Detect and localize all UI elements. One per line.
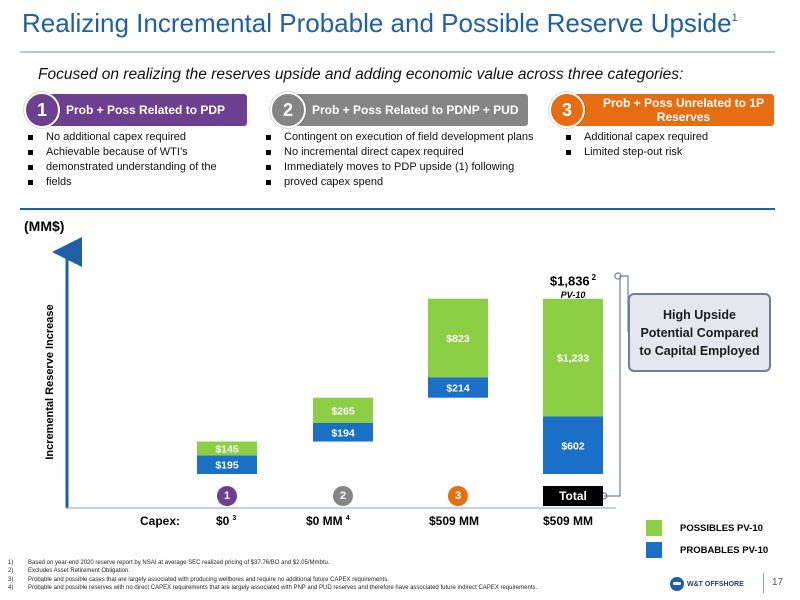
page-title: Realizing Incremental Probable and Possi…	[22, 8, 738, 38]
category-1-bullets: No additional capex required Achievable …	[22, 130, 252, 190]
bar-label-probables-2: $194	[331, 427, 355, 439]
legend-swatch-possibles	[646, 520, 662, 536]
list-item: proved capex spend	[260, 175, 550, 190]
capex-value-3: $509 MM	[429, 514, 480, 528]
category-2-badge: Prob + Poss Related to PDNP + PUD	[290, 94, 528, 126]
footer-separator	[763, 573, 764, 593]
total-pv-label: PV-10	[560, 290, 586, 300]
capex-label: Capex:	[140, 514, 181, 528]
bar-possibles-4	[543, 298, 603, 417]
category-2-bullets: Contingent on execution of field develop…	[260, 130, 550, 190]
company-logo: W&T OFFSHORE	[670, 577, 744, 591]
callout-connector	[604, 275, 629, 497]
bar-label-possibles-2: $265	[331, 405, 355, 417]
bar-label-possibles-1: $145	[215, 443, 239, 455]
bar-probables-2	[313, 423, 373, 442]
bar-possibles-1	[197, 441, 257, 456]
capex-value-1: $0 3	[216, 514, 237, 528]
upside-callout-box: High Upside Potential Compared to Capita…	[628, 293, 771, 372]
title-divider	[20, 51, 775, 53]
page-subtitle: Focused on realizing the reserves upside…	[38, 66, 684, 83]
category-3-badge: Prob + Poss Unrelated to 1P Reserves	[571, 94, 774, 126]
list-item: No incremental direct capex required	[260, 145, 550, 160]
bar-probables-4	[543, 416, 603, 474]
list-item: Additional capex required	[560, 130, 780, 145]
list-item: Contingent on execution of field develop…	[260, 130, 550, 145]
total-value-label: $1,836 2	[549, 273, 597, 289]
bar-probables-3	[428, 377, 488, 398]
page-number: 17	[772, 577, 784, 588]
bar-possibles-2	[313, 397, 373, 424]
bar-probables-1	[197, 455, 257, 474]
list-item: demonstrated understanding of the	[22, 160, 252, 175]
list-item: Immediately moves to PDP upside (1) foll…	[260, 160, 550, 175]
x-category-total: Total	[543, 486, 603, 506]
category-3-label-line2: Reserves	[656, 110, 711, 124]
list-item: Achievable because of WTI’s	[22, 145, 252, 160]
legend-probables: PROBABLES PV-10	[646, 542, 768, 558]
list-item: fields	[22, 175, 252, 190]
bar-label-probables-3: $214	[446, 382, 470, 394]
unit-label: (MM$)	[24, 218, 65, 234]
section-divider	[20, 208, 775, 210]
category-3-bullets: Additional capex required Limited step-o…	[560, 130, 780, 160]
footnote: 3) Probable and possible cases that are l…	[8, 576, 389, 583]
footnotes: 1) Based on year-end 2020 reserve report …	[8, 559, 537, 592]
capex-value-total: $509 MM	[543, 514, 594, 528]
category-1-badge: Prob + Poss Related to PDP	[44, 94, 247, 126]
connector-dot-top	[614, 272, 622, 280]
bar-possibles-3	[428, 298, 488, 378]
legend-possibles: POSSIBLES PV-10	[646, 520, 763, 536]
capex-value-2: $0 MM 4	[306, 514, 350, 528]
category-1-number: 1	[24, 92, 60, 128]
x-category-2: 2	[333, 486, 353, 506]
category-1-label: Prob + Poss Related to PDP	[66, 103, 226, 117]
x-category-1: 1	[217, 486, 237, 506]
logo-mark-icon	[670, 577, 684, 591]
bar-label-probables-4: $602	[561, 440, 585, 452]
category-3-label-line1: Prob + Poss Unrelated to 1P	[602, 96, 765, 110]
legend-swatch-probables	[646, 542, 662, 558]
footnote: 2) Excludes Asset Retirement Obligation.	[8, 568, 131, 575]
list-item: No additional capex required	[22, 130, 252, 145]
category-3-number: 3	[549, 92, 585, 128]
x-category-3: 3	[448, 486, 468, 506]
bar-label-possibles-3: $823	[446, 333, 470, 345]
category-2-label: Prob + Poss Related to PDNP + PUD	[312, 103, 519, 117]
category-2-number: 2	[270, 92, 306, 128]
list-item: Limited step-out risk	[560, 145, 780, 160]
bar-label-probables-1: $195	[215, 460, 239, 472]
footnote: 4) Probable and possible reserves with no…	[8, 584, 538, 591]
footnote: 1) Based on year-end 2020 reserve report …	[8, 560, 330, 566]
bar-label-possibles-4: $1,233	[557, 353, 589, 365]
